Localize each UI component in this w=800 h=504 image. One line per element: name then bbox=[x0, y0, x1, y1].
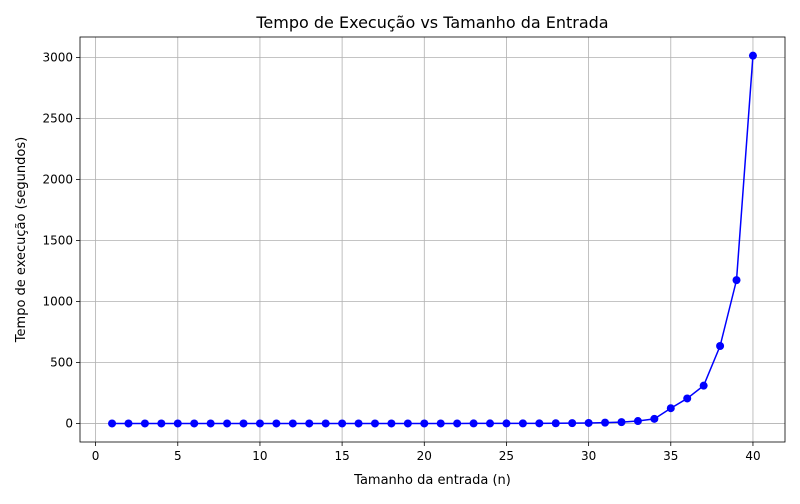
chart-title: Tempo de Execução vs Tamanho da Entrada bbox=[255, 13, 608, 32]
data-point bbox=[173, 419, 182, 428]
data-point bbox=[338, 419, 347, 428]
data-point bbox=[288, 419, 297, 428]
data-point bbox=[403, 419, 412, 428]
data-point bbox=[255, 419, 264, 428]
x-tick-label: 35 bbox=[663, 449, 678, 463]
data-point bbox=[535, 419, 544, 428]
data-point bbox=[699, 381, 708, 390]
data-point bbox=[716, 341, 725, 350]
x-tick-label: 15 bbox=[334, 449, 349, 463]
data-point bbox=[453, 419, 462, 428]
y-tick-label: 2500 bbox=[42, 111, 73, 125]
series-layer bbox=[108, 51, 757, 428]
data-point bbox=[666, 404, 675, 413]
grid bbox=[80, 37, 785, 442]
data-point bbox=[568, 419, 577, 428]
data-point bbox=[732, 276, 741, 285]
x-tick-label: 25 bbox=[499, 449, 514, 463]
data-point bbox=[420, 419, 429, 428]
data-point bbox=[617, 418, 626, 427]
data-point bbox=[486, 419, 495, 428]
x-axis-label: Tamanho da entrada (n) bbox=[353, 473, 511, 488]
y-tick-label: 0 bbox=[65, 416, 73, 430]
data-point bbox=[370, 419, 379, 428]
y-tick-label: 1500 bbox=[42, 233, 73, 247]
data-point bbox=[321, 419, 330, 428]
plot-frame bbox=[79, 36, 786, 443]
series-line bbox=[112, 55, 754, 425]
data-point bbox=[601, 418, 610, 427]
y-axis-label: Tempo de execução (segundos) bbox=[14, 137, 29, 343]
data-point bbox=[469, 419, 478, 428]
x-tick-label: 10 bbox=[252, 449, 267, 463]
data-point bbox=[223, 419, 232, 428]
data-point bbox=[206, 419, 215, 428]
x-tick-label: 5 bbox=[174, 449, 182, 463]
y-tick-label: 3000 bbox=[42, 50, 73, 64]
data-point bbox=[108, 419, 117, 428]
data-point bbox=[436, 419, 445, 428]
data-point bbox=[305, 419, 314, 428]
data-point bbox=[239, 419, 248, 428]
y-tick-label: 500 bbox=[50, 355, 73, 369]
y-tick-label: 1000 bbox=[42, 294, 73, 308]
data-point bbox=[633, 417, 642, 426]
data-point bbox=[650, 414, 659, 423]
x-tick-label: 30 bbox=[581, 449, 596, 463]
x-tick-label: 0 bbox=[92, 449, 100, 463]
data-point bbox=[387, 419, 396, 428]
data-point bbox=[190, 419, 199, 428]
data-point bbox=[551, 419, 560, 428]
data-point bbox=[272, 419, 281, 428]
data-point bbox=[124, 419, 133, 428]
data-point bbox=[502, 419, 511, 428]
x-axis: 0 5 10 15 20 25 30 35 40 bbox=[92, 442, 761, 463]
data-point bbox=[518, 419, 527, 428]
y-axis: 0 500 1000 1500 2000 2500 3000 bbox=[42, 50, 80, 430]
y-tick-label: 2000 bbox=[42, 172, 73, 186]
x-tick-label: 20 bbox=[417, 449, 432, 463]
data-point bbox=[748, 51, 757, 60]
data-point bbox=[354, 419, 363, 428]
data-point bbox=[157, 419, 166, 428]
data-point bbox=[140, 419, 149, 428]
data-point bbox=[683, 394, 692, 403]
data-point bbox=[584, 418, 593, 427]
x-tick-label: 40 bbox=[745, 449, 760, 463]
